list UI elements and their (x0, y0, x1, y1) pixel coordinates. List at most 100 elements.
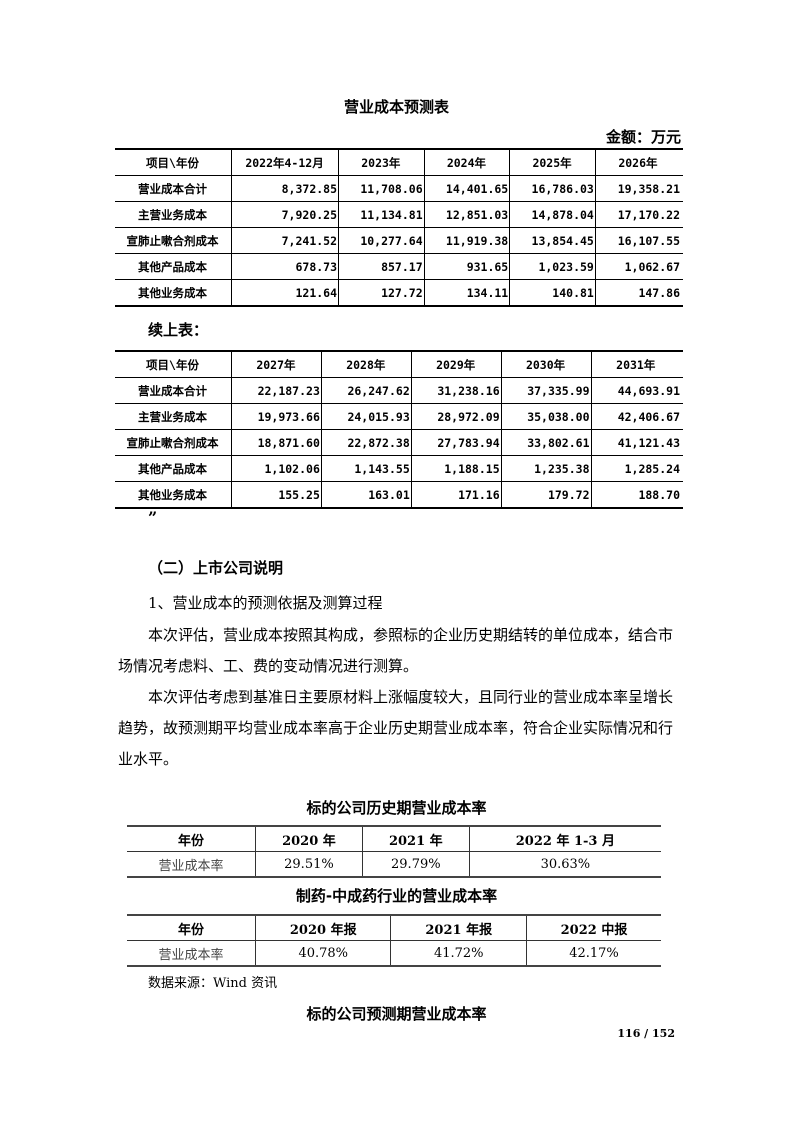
column-header: 项目\年份 (115, 350, 232, 378)
table-cell: 28,972.09 (410, 403, 502, 430)
table-row: 其他业务成本 121.64 127.72 134.11 140.81 147.86 (115, 279, 683, 307)
unit-label: 金额：万元 (605, 128, 681, 146)
table-cell: 29.51% (255, 851, 363, 878)
table-cell: 7,241.52 (230, 227, 340, 254)
table-cell: 121.64 (230, 279, 340, 307)
header-row: 项目\年份 2027年 2028年 2029年 2030年 2031年 (115, 350, 683, 378)
column-header: 2020 年 (255, 825, 363, 852)
column-header: 年份 (127, 914, 256, 941)
table-cell: 14,878.04 (509, 201, 596, 228)
table-cell: 26,247.62 (320, 377, 412, 404)
table-cell: 42.17% (525, 940, 661, 967)
cost-forecast-table: 项目\年份 2022年4-12月 2023年 2024年 2025年 2026年 营业成本合… (115, 148, 683, 307)
table-row: 营业成本合计 22,187.23 26,247.62 31,238.16 37,335.… (115, 377, 683, 404)
table-cell: 29.79% (361, 851, 470, 878)
table-cell: 1,188.15 (410, 455, 502, 482)
table-cell: 其他产品成本 (115, 455, 232, 482)
table-cell: 11,708.06 (338, 175, 425, 202)
table-row: 宣肺止嗽合剂成本 7,241.52 10,277.64 11,919.38 13,854… (115, 227, 683, 254)
table-cell: 22,187.23 (231, 377, 322, 404)
table-cell: 37,335.99 (500, 377, 592, 404)
table-cell: 188.70 (590, 481, 683, 509)
continued-label: 续上表： (148, 321, 209, 339)
table-cell: 27,783.94 (410, 429, 502, 456)
table-cell: 宣肺止嗽合剂成本 (115, 429, 232, 456)
table-row: 主营业务成本 7,920.25 11,134.81 12,851.03 14,878.0… (115, 201, 683, 228)
column-header: 2029年 (410, 350, 502, 378)
table-cell: 19,973.66 (231, 403, 322, 430)
table1-title: 营业成本预测表 (343, 98, 449, 116)
table-cell: 主营业务成本 (115, 403, 232, 430)
column-header: 2027年 (231, 350, 322, 378)
column-header: 项目\年份 (115, 148, 232, 176)
table-cell: 127.72 (338, 279, 425, 307)
table3-title: 标的公司历史期营业成本率 (306, 799, 487, 817)
table-cell: 163.01 (320, 481, 412, 509)
section-heading: （二）上市公司说明 (148, 559, 284, 577)
table-cell: 42,406.67 (590, 403, 683, 430)
column-header: 2021 年 (361, 825, 470, 852)
header-row: 项目\年份 2022年4-12月 2023年 2024年 2025年 2026年 (115, 148, 683, 176)
table-cell: 1,062.67 (594, 253, 683, 280)
table-cell: 30.63% (468, 851, 661, 878)
table-cell: 8,372.85 (230, 175, 340, 202)
table-cell: 7,920.25 (230, 201, 340, 228)
table-row: 其他产品成本 678.73 857.17 931.65 1,023.59 1,062.67 (115, 253, 683, 280)
column-header: 2028年 (320, 350, 412, 378)
table-cell: 12,851.03 (423, 201, 511, 228)
table-cell: 19,358.21 (594, 175, 683, 202)
column-header: 2026年 (594, 148, 683, 176)
table-cell: 22,872.38 (320, 429, 412, 456)
historical-cost-rate-table: 年份 2020 年 2021 年 2022 年 1-3 月营业成本率 29.51% 29.… (127, 825, 661, 878)
column-header: 2031年 (590, 350, 683, 378)
table-cell: 1,102.06 (231, 455, 322, 482)
subsection-heading: 1、营业成本的预测依据及测算过程 (148, 594, 383, 612)
page-number: 116 / 152 (617, 1027, 675, 1040)
table-cell: 31,238.16 (410, 377, 502, 404)
table5-title: 标的公司预测期营业成本率 (306, 1005, 487, 1023)
table-cell: 14,401.65 (423, 175, 511, 202)
table-cell: 宣肺止嗽合剂成本 (115, 227, 232, 254)
paragraph: 本次评估考虑到基准日主要原材料上涨幅度较大，且同行业的营业成本率呈增长趋势，故预… (118, 688, 674, 768)
table-cell: 10,277.64 (338, 227, 425, 254)
table-cell: 16,107.55 (594, 227, 683, 254)
table-cell: 171.16 (410, 481, 502, 509)
column-header: 2020 年报 (254, 914, 392, 941)
table-cell: 134.11 (423, 279, 511, 307)
table-cell: 营业成本率 (127, 940, 256, 967)
table-cell: 41.72% (390, 940, 527, 967)
table-cell: 营业成本合计 (115, 377, 232, 404)
table-row: 其他业务成本 155.25 163.01 171.16 179.72 188.70 (115, 481, 683, 509)
column-header: 2022年4-12月 (230, 148, 340, 176)
table-cell: 40.78% (254, 940, 392, 967)
column-header: 2021 年报 (390, 914, 527, 941)
column-header: 2024年 (423, 148, 511, 176)
column-header: 2022 年 1-3 月 (468, 825, 661, 852)
table-cell: 147.86 (594, 279, 683, 307)
column-header: 2030年 (500, 350, 592, 378)
table-row: 营业成本合计 8,372.85 11,708.06 14,401.65 16,786.0… (115, 175, 683, 202)
column-header: 2023年 (338, 148, 425, 176)
industry-cost-rate-table: 年份 2020 年报 2021 年报 2022 中报 营业成本率 40.78% 41.72%… (127, 914, 661, 967)
cost-forecast-table-continued: 项目\年份 2027年 2028年 2029年 2030年 2031年 营业成本合计 22,1… (115, 350, 683, 509)
table-row: 营业成本率 29.51% 29.79% 30.63% (127, 851, 661, 878)
table-cell: 16,786.03 (509, 175, 596, 202)
column-header: 2022 中报 (525, 914, 661, 941)
table-cell: 179.72 (500, 481, 592, 509)
table-row: 主营业务成本 19,973.66 24,015.93 28,972.09 35,038.… (115, 403, 683, 430)
table-cell: 17,170.22 (594, 201, 683, 228)
table4-title: 制药-中成药行业的营业成本率 (295, 887, 498, 905)
closing-quote: ” (148, 508, 158, 527)
header-row: 年份 2020 年 2021 年 2022 年 1-3 月 (127, 825, 661, 852)
table-cell: 155.25 (231, 481, 322, 509)
table-cell: 24,015.93 (320, 403, 412, 430)
table-cell: 营业成本合计 (115, 175, 232, 202)
column-header: 年份 (127, 825, 256, 852)
table-cell: 931.65 (423, 253, 511, 280)
table-cell: 营业成本率 (127, 851, 256, 878)
table-row: 营业成本率 40.78% 41.72% 42.17% (127, 940, 661, 967)
table-cell: 11,919.38 (423, 227, 511, 254)
table-row: 宣肺止嗽合剂成本 18,871.60 22,872.38 27,783.94 33,80… (115, 429, 683, 456)
table-cell: 33,802.61 (500, 429, 592, 456)
